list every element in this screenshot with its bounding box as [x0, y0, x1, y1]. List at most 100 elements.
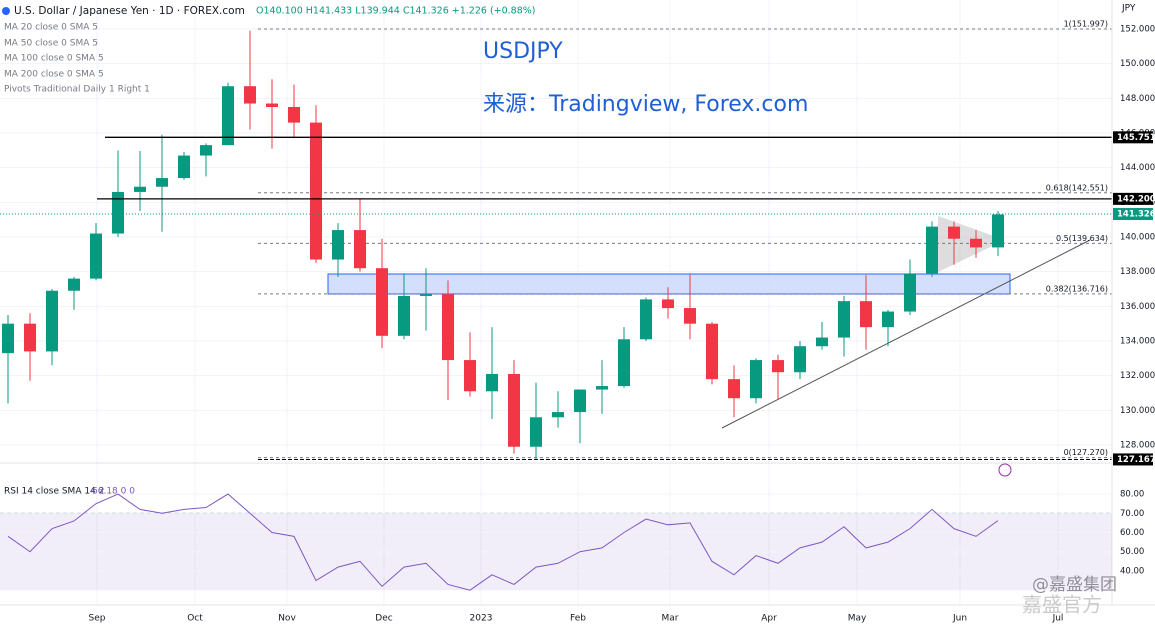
x-tick-label: Feb: [570, 614, 586, 624]
alert-icon: [998, 463, 1012, 477]
y-tick-label: 132.000: [1120, 371, 1155, 381]
candle-body: [90, 233, 102, 279]
indicator-label: MA 20 close 0 SMA 5: [4, 23, 98, 33]
candle-body: [332, 230, 344, 260]
candle-body: [244, 86, 256, 104]
fib-label: 0.618(142.551): [1046, 183, 1108, 192]
plot: [0, 28, 1112, 460]
fib-label: 1(151.997): [1064, 20, 1108, 29]
candle-body: [2, 323, 14, 354]
y-tick-label: 148.000: [1120, 94, 1155, 104]
candle-body: [838, 301, 850, 338]
candle-body: [288, 107, 300, 123]
candle-body: [926, 226, 938, 274]
x-tick-label: 2023: [470, 614, 493, 624]
level-label-bg: [1113, 208, 1153, 221]
candle-body: [750, 360, 762, 399]
x-tick-label: May: [848, 614, 867, 624]
rsi-tick-label: 80.00: [1120, 490, 1144, 500]
candle-body: [156, 178, 168, 187]
level-label-bg: [1113, 131, 1153, 144]
candle-body: [442, 294, 454, 361]
candle-body: [662, 299, 674, 309]
y-tick-label: 134.000: [1120, 337, 1155, 347]
candle-body: [970, 238, 982, 248]
candle-body: [178, 155, 190, 179]
y-tick-label: 144.000: [1120, 163, 1155, 173]
candle-body: [530, 417, 542, 447]
x-tick-label: Apr: [761, 614, 777, 624]
rsi-tick-label: 40.00: [1120, 566, 1144, 576]
annotation: 来源：Tradingview, Forex.com: [483, 92, 808, 117]
candle-body: [68, 278, 80, 291]
level-label: 145.751: [1117, 133, 1155, 143]
level-label: 127.167: [1117, 455, 1155, 465]
candle-body: [354, 230, 366, 269]
y-tick-label: 136.000: [1120, 302, 1155, 312]
x-tick-label: Nov: [278, 614, 296, 624]
x-tick-label: Sep: [89, 614, 106, 624]
candle-body: [640, 299, 652, 340]
indicator-label: MA 100 close 0 SMA 5: [4, 54, 104, 64]
fib-label: 0(127.270): [1064, 448, 1108, 457]
x-tick-label: Jun: [952, 614, 967, 624]
y-tick-label: 138.000: [1120, 267, 1155, 277]
rsi-label: RSI 14 close SMA 14 2: [4, 487, 104, 497]
candle-body: [992, 214, 1004, 248]
symbol-icon: [2, 7, 10, 15]
candle-body: [904, 273, 916, 312]
fib-label: 0.382(136.716): [1046, 284, 1108, 293]
x-tick-label: Oct: [187, 614, 203, 624]
level-label-bg: [1113, 192, 1153, 205]
y-tick-label: 140.000: [1120, 233, 1155, 243]
rsi-readout: 66.18 0 0: [92, 487, 135, 497]
trendline: [721, 239, 1091, 429]
indicator-label: MA 200 close 0 SMA 5: [4, 70, 104, 80]
candle-body: [200, 145, 212, 156]
fib-label: 0.5(139.634): [1056, 234, 1108, 243]
candle-body: [816, 337, 828, 347]
rsi-tick-label: 50.00: [1120, 547, 1144, 557]
candle-body: [420, 294, 432, 296]
candle-body: [508, 373, 520, 447]
annotation: USDJPY: [483, 39, 563, 64]
y-tick-label: 130.000: [1120, 406, 1155, 416]
candle-body: [860, 301, 872, 328]
rsi-line: [7, 493, 999, 591]
candle-body: [706, 323, 718, 380]
indicator-label: Pivots Traditional Daily 1 Right 1: [4, 85, 150, 95]
x-tick-label: Jul: [1052, 614, 1064, 624]
candle-body: [684, 308, 696, 324]
level-label: 141.326: [1117, 210, 1155, 220]
candle-body: [948, 226, 960, 239]
rsi-tick-label: 60.00: [1120, 528, 1144, 538]
candle-body: [794, 346, 806, 373]
level-label-bg: [1113, 453, 1153, 466]
watermark: @嘉盛集团: [1032, 575, 1117, 595]
unit: JPY: [1121, 4, 1136, 14]
candle-body: [574, 389, 586, 413]
candle-body: [464, 360, 476, 392]
candle-body: [266, 103, 278, 108]
candle-body: [46, 290, 58, 352]
x-tick-label: Mar: [662, 614, 679, 624]
candle-body: [772, 360, 784, 373]
chart-title: U.S. Dollar / Japanese Yen · 1D · FOREX.…: [14, 5, 245, 17]
candle-body: [310, 122, 322, 260]
candle-body: [134, 186, 146, 192]
candle-body: [398, 295, 410, 336]
watermark: 嘉盛官方: [1022, 593, 1102, 617]
ohlc-readout: O140.100 H141.433 L139.944 C141.326 +1.2…: [256, 6, 536, 17]
indicator-label: MA 50 close 0 SMA 5: [4, 39, 98, 49]
candle-body: [552, 412, 564, 418]
candle-body: [222, 86, 234, 146]
candle-body: [24, 323, 36, 352]
candle-body: [728, 379, 740, 399]
candle-body: [112, 191, 124, 234]
candle-body: [618, 339, 630, 387]
y-tick-label: 150.000: [1120, 59, 1155, 69]
x-tick-label: Dec: [375, 614, 392, 624]
y-tick-label: 152.000: [1120, 24, 1155, 34]
level-label: 142.200: [1117, 194, 1155, 204]
